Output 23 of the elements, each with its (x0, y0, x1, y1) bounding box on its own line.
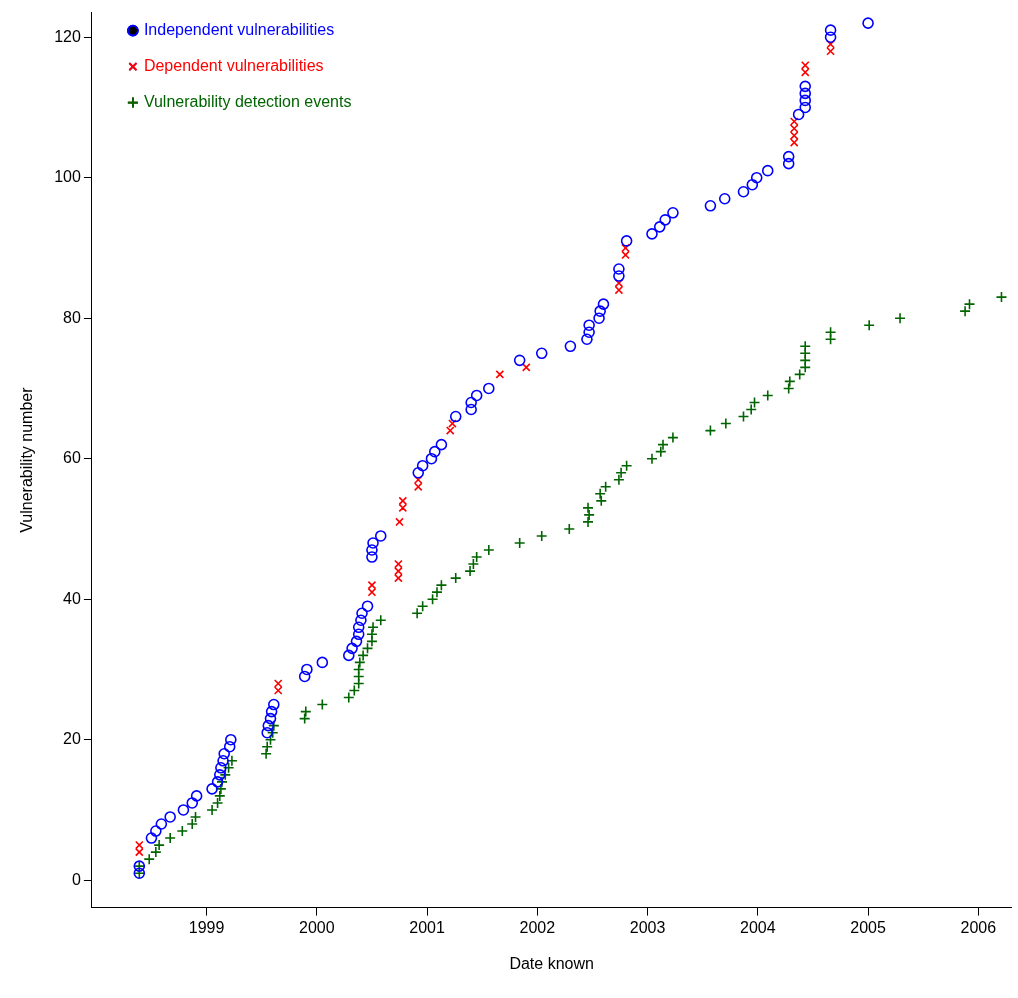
x-tick-label: 2006 (960, 918, 997, 936)
point (495, 370, 505, 379)
y-tick-label: 40 (63, 589, 81, 607)
point (521, 363, 531, 372)
point (395, 517, 404, 527)
y-tick-label: 20 (63, 730, 81, 748)
x-tick-label: 1999 (188, 918, 225, 936)
y-tick-label: 120 (54, 27, 81, 45)
y-tick-label: 100 (54, 168, 81, 186)
legend-label: Vulnerability detection events (143, 93, 352, 111)
y-tick-label: 0 (71, 870, 81, 888)
x-tick-label: 2005 (850, 918, 886, 936)
legend-label: Dependent vulnerabilities (143, 57, 324, 75)
y-tick-label: 80 (63, 308, 81, 326)
y-tick-label: 60 (63, 449, 81, 467)
legend-label: Independent vulnerabilities (143, 21, 335, 39)
x-tick-label: 2004 (740, 918, 776, 936)
x-tick-label: 2001 (409, 918, 445, 936)
x-tick-label: 2002 (519, 918, 556, 936)
x-axis-title: Date known (509, 954, 594, 972)
x-tick-label: 2003 (629, 918, 666, 936)
y-axis-title: Vulnerability number (18, 386, 36, 533)
x-tick-label: 2000 (299, 918, 335, 936)
